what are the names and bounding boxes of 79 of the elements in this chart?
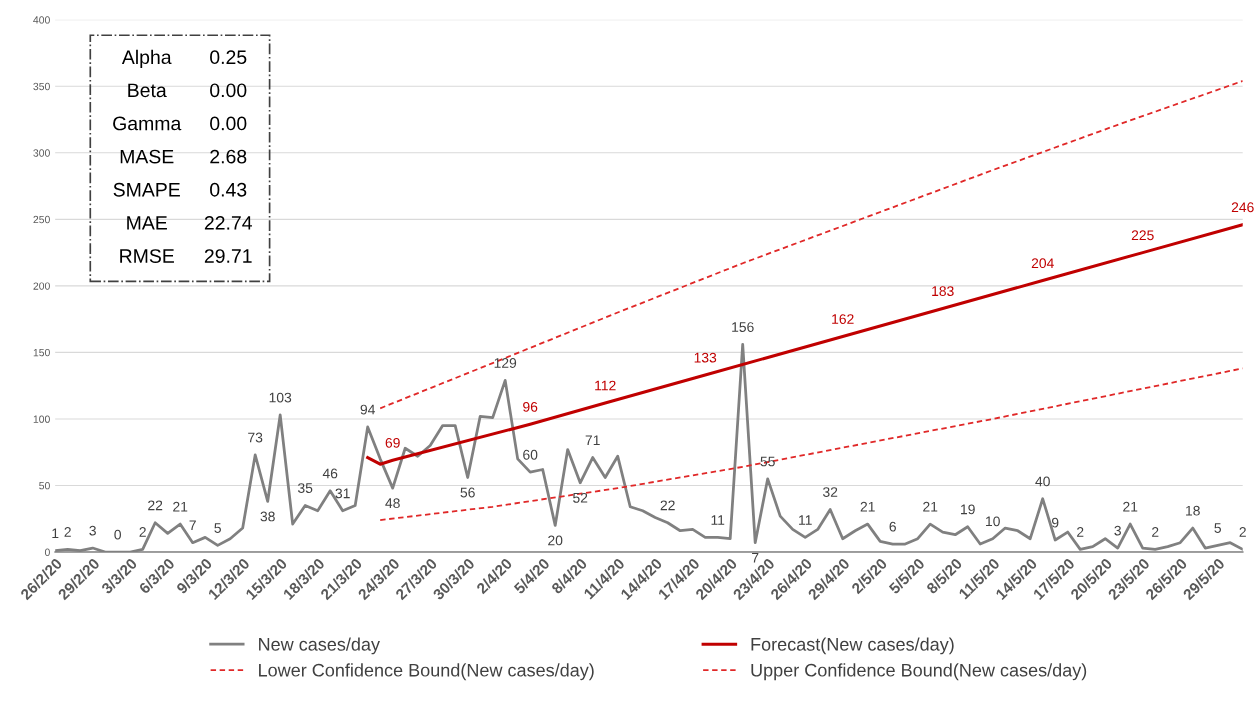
y-tick-label: 200 xyxy=(33,282,50,290)
data-label: 21 xyxy=(1123,501,1138,512)
y-tick-label: 400 xyxy=(33,16,50,24)
annotation: 22.74 xyxy=(204,215,252,230)
data-label: 56 xyxy=(460,487,475,498)
data-label: 103 xyxy=(269,392,292,403)
data-label: 2 xyxy=(1239,527,1246,537)
data-label: 183 xyxy=(932,286,954,297)
annotation: 0.00 xyxy=(210,116,247,131)
data-label: 94 xyxy=(360,404,375,415)
data-label: 156 xyxy=(732,322,754,332)
annotation: SMAPE xyxy=(113,182,180,197)
annotation: 0.00 xyxy=(210,83,247,98)
annotation: Beta xyxy=(128,83,167,98)
data-label: 11 xyxy=(711,515,725,525)
annotation: 2.68 xyxy=(210,149,247,164)
data-label: 96 xyxy=(523,401,538,412)
data-label: 246 xyxy=(1231,202,1254,213)
data-label: 32 xyxy=(823,487,838,497)
data-label: 55 xyxy=(760,456,775,467)
data-label: 22 xyxy=(148,500,163,511)
data-label: 21 xyxy=(923,501,938,512)
data-label: 133 xyxy=(694,352,717,363)
data-label: 31 xyxy=(335,488,350,499)
data-label: 73 xyxy=(248,432,263,443)
data-label: 9 xyxy=(1052,517,1059,528)
data-label: 0 xyxy=(114,529,121,540)
data-label: 69 xyxy=(385,437,400,448)
data-label: 3 xyxy=(1114,525,1121,536)
data-label: 11 xyxy=(799,515,812,525)
data-label: 7 xyxy=(189,520,196,531)
data-label: 129 xyxy=(494,358,517,368)
data-label: 60 xyxy=(523,449,538,460)
data-label: 38 xyxy=(260,511,275,522)
y-tick-label: 50 xyxy=(39,481,50,490)
legend-label: New cases/day xyxy=(259,637,380,655)
y-tick-label: 350 xyxy=(33,82,50,91)
annotation: Gamma xyxy=(113,116,182,131)
data-label: 48 xyxy=(385,498,400,509)
data-label: 22 xyxy=(660,500,675,511)
annotation: RMSE xyxy=(120,249,174,263)
data-label: 46 xyxy=(322,468,338,479)
data-label: 5 xyxy=(214,523,221,533)
data-label: 52 xyxy=(573,492,588,503)
legend-label: Upper Confidence Bound(New cases/day) xyxy=(751,663,1087,681)
annotation: MASE xyxy=(120,149,174,164)
legend-label: Lower Confidence Bound(New cases/day) xyxy=(259,663,594,681)
data-label: 19 xyxy=(961,504,975,515)
data-label: 5 xyxy=(1214,523,1221,533)
data-label: 40 xyxy=(1035,476,1050,487)
data-label: 35 xyxy=(297,483,313,493)
data-label: 204 xyxy=(1031,258,1054,269)
annotation: 0.25 xyxy=(210,50,247,65)
annotation: 29.71 xyxy=(204,249,252,263)
annotation: MAE xyxy=(127,216,167,230)
data-label: 2 xyxy=(139,527,146,537)
legend-label: Forecast(New cases/day) xyxy=(751,637,954,655)
annotation: Alpha xyxy=(121,49,172,68)
data-label: 2 xyxy=(1152,527,1159,537)
data-label: 3 xyxy=(89,525,96,536)
data-label: 2 xyxy=(1077,527,1084,537)
data-label: 1 xyxy=(52,528,59,539)
annotation: 0.43 xyxy=(210,182,247,197)
y-tick-label: 150 xyxy=(33,348,50,357)
data-label: 6 xyxy=(889,521,896,532)
data-label: 2 xyxy=(64,527,71,537)
data-label: 162 xyxy=(832,314,854,324)
data-label: 18 xyxy=(1186,505,1200,516)
y-tick-label: 0 xyxy=(44,548,50,556)
data-label: 225 xyxy=(1131,230,1154,241)
data-label: 10 xyxy=(986,516,1000,527)
data-label: 71 xyxy=(585,435,600,445)
y-tick-label: 300 xyxy=(33,149,50,157)
data-label: 112 xyxy=(595,380,616,391)
data-label: 21 xyxy=(173,501,188,512)
y-tick-label: 250 xyxy=(33,215,50,224)
y-tick-label: 100 xyxy=(33,415,50,423)
data-label: 20 xyxy=(548,535,563,546)
data-label: 21 xyxy=(860,501,875,512)
